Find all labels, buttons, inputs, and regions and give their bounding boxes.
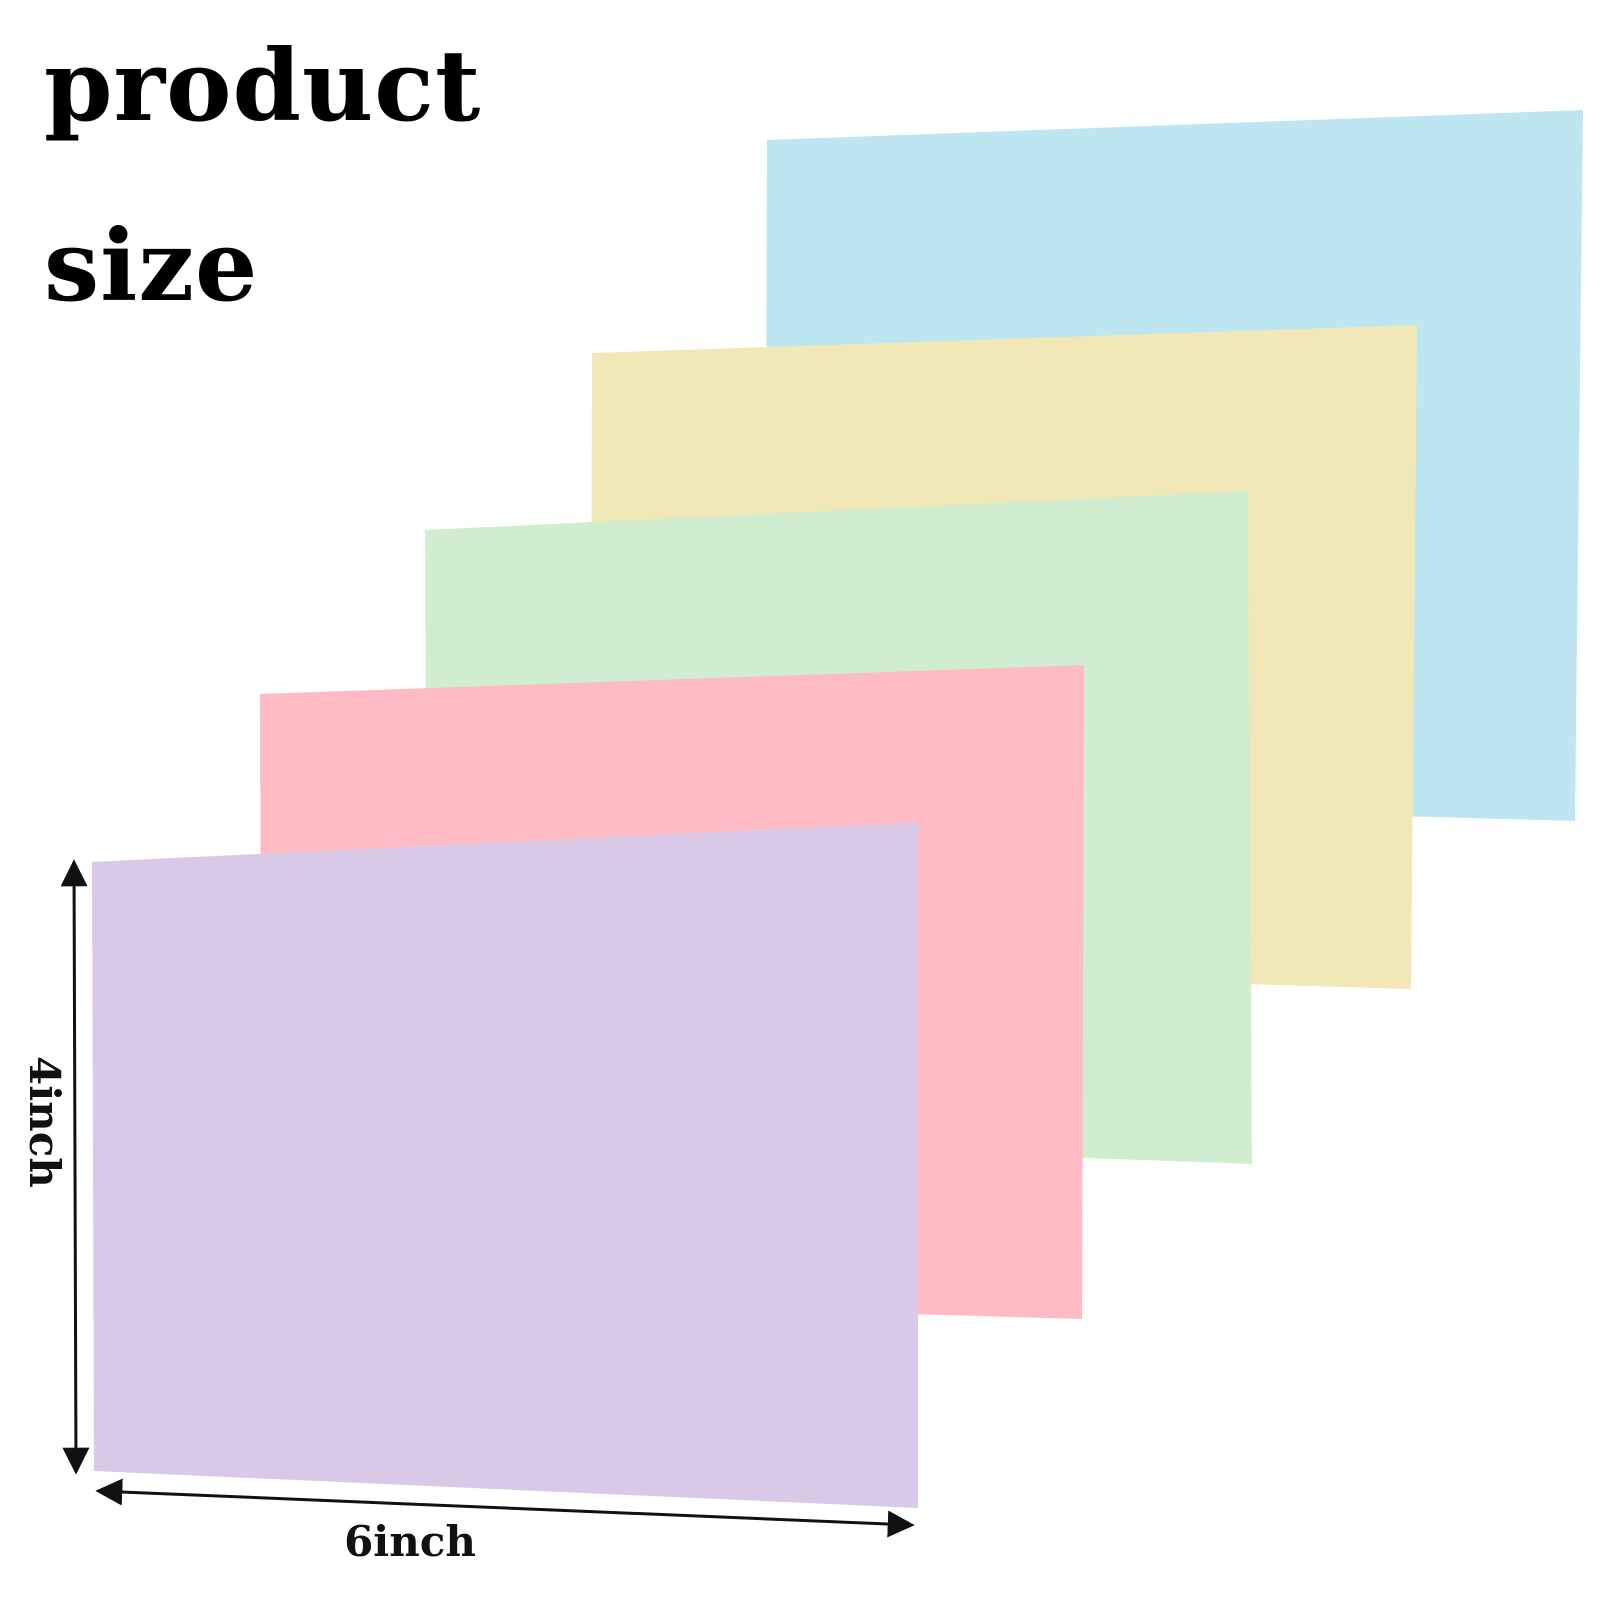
width-dimension-arrow bbox=[95, 1478, 915, 1538]
height-dimension-label: 4inch bbox=[20, 1056, 69, 1188]
card-purple bbox=[92, 822, 918, 1508]
title-size: size bbox=[44, 209, 259, 324]
width-dimension-label: 6inch bbox=[344, 1517, 476, 1566]
height-dimension-arrow bbox=[60, 859, 90, 1475]
title-product: product bbox=[44, 29, 482, 144]
